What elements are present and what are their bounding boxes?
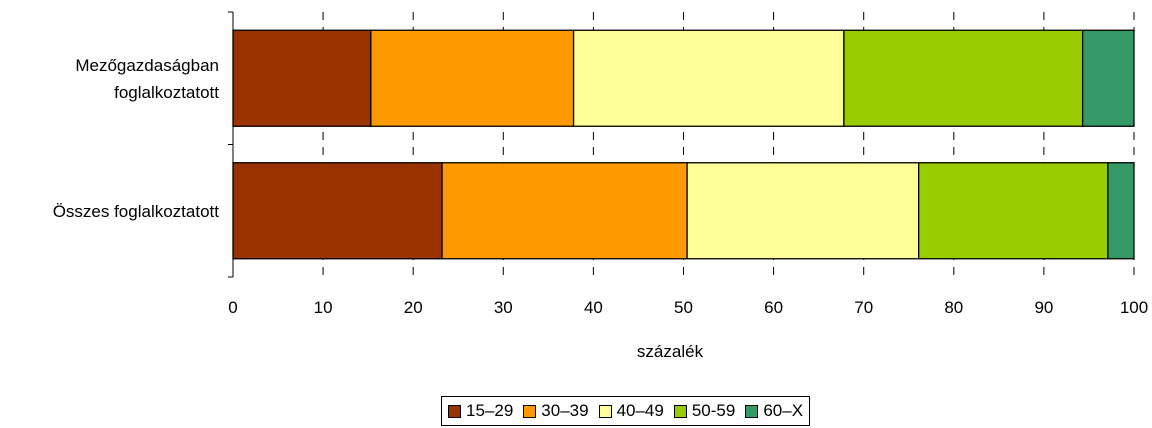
x-tick-label: 60 (764, 298, 783, 317)
x-tick-label: 30 (494, 298, 513, 317)
x-tick-label: 70 (854, 298, 873, 317)
legend-item: 50-59 (673, 401, 736, 421)
stacked-bar-chart: 0 10 20 30 40 50 60 70 80 90 100 Mezőgazdaságban fo… (53, 11, 1148, 361)
legend-item: 15–29 (448, 401, 513, 421)
legend-item: 40–49 (598, 401, 664, 421)
bar-segment (441, 162, 688, 260)
bar-segment (1107, 162, 1135, 260)
bar-segment (370, 29, 575, 127)
legend: 15–29 30–39 40–49 50-59 60–X (441, 396, 811, 426)
x-tick-label: 100 (1120, 298, 1148, 317)
bar-segment (686, 162, 920, 260)
legend-label: 40–49 (616, 401, 664, 420)
category-labels: Mezőgazdaságban foglalkoztatott Összes fog… (53, 56, 220, 221)
legend-item: 60–X (745, 401, 803, 421)
x-tick-label: 50 (674, 298, 693, 317)
legend-label: 30–39 (541, 401, 589, 420)
x-axis-title: százalék (637, 342, 704, 361)
legend-swatch (523, 404, 537, 418)
legend-label: 50-59 (691, 401, 736, 420)
legend-label: 60–X (763, 401, 804, 420)
y-tick-marks (228, 11, 233, 278)
bars (232, 29, 1135, 260)
x-tick-label: 20 (404, 298, 423, 317)
x-tick-label: 40 (584, 298, 603, 317)
bar-segment (232, 162, 443, 260)
legend-swatch (598, 404, 612, 418)
legend-item: 30–39 (523, 401, 589, 421)
bar-segment (843, 29, 1084, 127)
legend-swatch (448, 404, 461, 418)
legend-swatch (673, 404, 687, 418)
legend-label: 15–29 (466, 401, 514, 420)
bar-segment (232, 29, 372, 127)
x-tick-label: 80 (944, 298, 963, 317)
bar-segment (918, 162, 1109, 260)
x-tick-label: 0 (228, 298, 237, 317)
bar-segment (572, 29, 845, 127)
category-label: Mezőgazdaságban (75, 56, 219, 75)
x-tick-label: 10 (314, 298, 333, 317)
x-tick-label: 90 (1034, 298, 1053, 317)
category-label: Összes foglalkoztatott (53, 202, 220, 221)
bar-segment (1081, 29, 1135, 127)
legend-swatch (745, 404, 759, 418)
x-tick-labels: 0 10 20 30 40 50 60 70 80 90 100 (228, 298, 1148, 317)
category-label: foglalkoztatott (114, 83, 219, 102)
